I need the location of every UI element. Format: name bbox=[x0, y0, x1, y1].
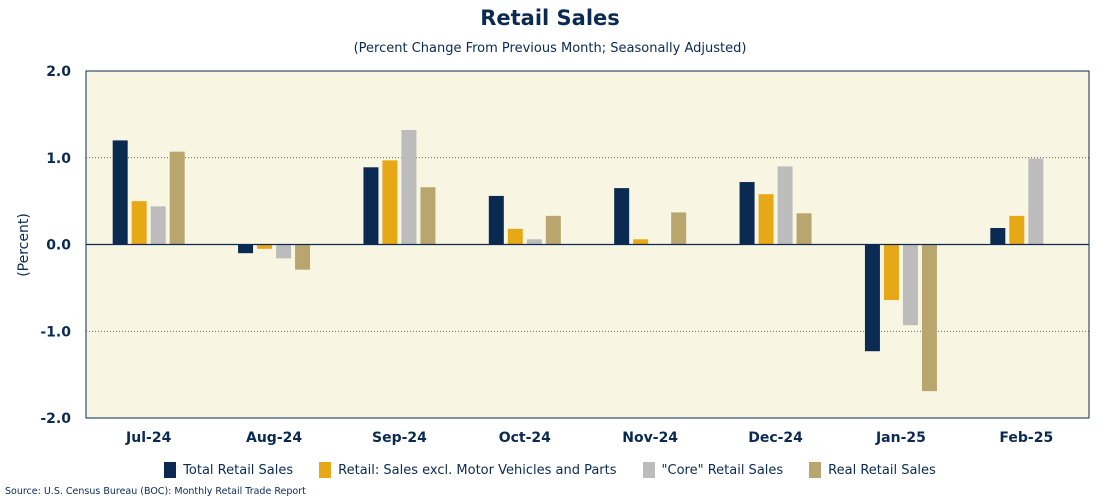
bar bbox=[545, 215, 561, 245]
bar bbox=[1028, 158, 1044, 245]
legend-swatch bbox=[319, 462, 332, 478]
y-tick-label: 2.0 bbox=[46, 64, 71, 80]
bar bbox=[614, 188, 630, 245]
y-tick-label: 1.0 bbox=[46, 151, 71, 167]
bar bbox=[507, 228, 523, 245]
bar bbox=[796, 213, 812, 245]
bar bbox=[671, 212, 687, 245]
legend-item-total-retail-sales[interactable]: Total Retail Sales bbox=[164, 462, 293, 478]
bar bbox=[633, 239, 649, 245]
bar bbox=[276, 244, 292, 259]
chart-title: Retail Sales bbox=[480, 6, 620, 30]
bar bbox=[902, 244, 918, 326]
bar bbox=[488, 195, 504, 245]
bar bbox=[864, 244, 880, 352]
bars bbox=[112, 129, 1063, 392]
bar bbox=[150, 206, 166, 245]
legend-label: "Core" Retail Sales bbox=[661, 462, 784, 478]
legend-swatch bbox=[164, 462, 177, 478]
x-tick-label: Sep-24 bbox=[372, 430, 427, 446]
bar bbox=[1009, 215, 1025, 245]
bar bbox=[238, 244, 254, 254]
bar bbox=[295, 244, 311, 270]
bar bbox=[382, 160, 398, 245]
legend-item-real-retail-sales[interactable]: Real Retail Sales bbox=[809, 462, 936, 478]
legend-item-excl-motor-vehicles[interactable]: Retail: Sales excl. Motor Vehicles and P… bbox=[319, 462, 617, 478]
bar bbox=[921, 244, 937, 392]
y-tick-label: -1.0 bbox=[40, 324, 71, 340]
source-note: Source: U.S. Census Bureau (BOC): Monthl… bbox=[5, 486, 306, 497]
bar bbox=[257, 244, 273, 249]
x-tick-label: Jul-24 bbox=[125, 430, 172, 446]
legend: Total Retail Sales Retail: Sales excl. M… bbox=[0, 462, 1100, 478]
bar bbox=[112, 140, 128, 245]
x-axis-ticks: Jul-24 Aug-24 Sep-24 Oct-24 Nov-24 Dec-24 Jan-… bbox=[125, 430, 1053, 446]
bar bbox=[739, 182, 755, 245]
x-tick-label: Jan-25 bbox=[875, 430, 926, 446]
bar bbox=[883, 244, 899, 301]
legend-label: Total Retail Sales bbox=[183, 462, 294, 478]
y-axis-label: (Percent) bbox=[16, 213, 32, 277]
bar bbox=[758, 194, 774, 245]
bar bbox=[169, 151, 185, 245]
legend-item-core-retail-sales[interactable]: "Core" Retail Sales bbox=[642, 462, 784, 478]
x-tick-label: Oct-24 bbox=[499, 430, 551, 446]
y-axis-ticks: 2.0 1.0 0.0 -1.0 -2.0 bbox=[40, 64, 71, 427]
bar-chart: 2.0 1.0 0.0 -1.0 -2.0 Jul-24 Aug-24 Sep-24 Oct-… bbox=[16, 64, 1090, 446]
y-tick-label: -2.0 bbox=[40, 411, 71, 427]
chart-subtitle: (Percent Change From Previous Month; Sea… bbox=[353, 41, 747, 56]
x-tick-label: Dec-24 bbox=[748, 430, 803, 446]
gridlines bbox=[86, 157, 1089, 332]
legend-label: Real Retail Sales bbox=[828, 462, 936, 478]
bar bbox=[401, 129, 417, 245]
bar bbox=[131, 201, 147, 245]
x-tick-label: Feb-25 bbox=[999, 430, 1053, 446]
bar bbox=[526, 239, 542, 245]
legend-swatch bbox=[809, 462, 822, 478]
bar bbox=[363, 167, 379, 245]
bar bbox=[777, 166, 793, 245]
legend-swatch bbox=[642, 462, 655, 478]
x-tick-label: Aug-24 bbox=[246, 430, 302, 446]
x-tick-label: Nov-24 bbox=[622, 430, 678, 446]
bar bbox=[990, 228, 1006, 245]
bar bbox=[420, 187, 436, 245]
legend-label: Retail: Sales excl. Motor Vehicles and P… bbox=[338, 462, 617, 478]
y-tick-label: 0.0 bbox=[46, 238, 71, 254]
